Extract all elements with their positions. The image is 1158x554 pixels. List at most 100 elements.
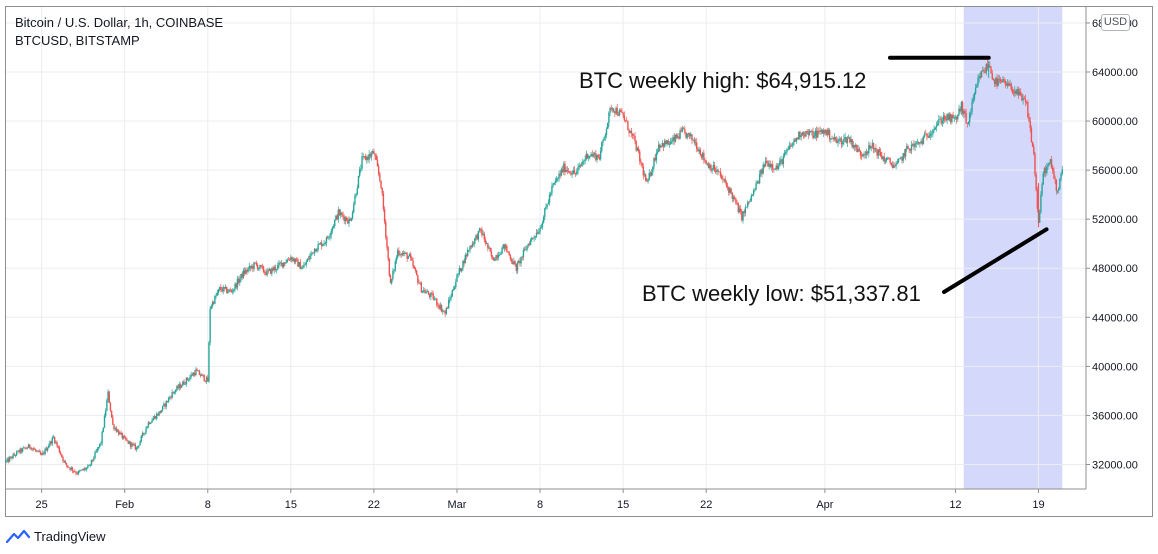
candle-body <box>21 448 24 452</box>
candle-body <box>76 473 78 475</box>
candle-body <box>622 112 624 116</box>
candle-body <box>843 138 845 143</box>
candle-body <box>972 99 974 102</box>
candle <box>115 426 118 433</box>
candle <box>518 259 520 264</box>
candle <box>364 153 367 161</box>
candle <box>185 377 188 387</box>
candle <box>373 148 375 155</box>
candle-body <box>1031 141 1034 147</box>
candle <box>1001 79 1003 84</box>
candle <box>989 61 991 68</box>
candle <box>514 260 516 267</box>
candle-body <box>706 163 709 165</box>
candle-body <box>774 169 776 170</box>
candle-body <box>362 156 364 157</box>
candle-body <box>248 266 250 269</box>
candle-body <box>859 150 862 156</box>
candle-body <box>163 403 165 406</box>
chart-subtitle: BTCUSD, BITSTAMP <box>15 33 140 48</box>
candle-body <box>865 151 868 155</box>
candle-body <box>938 119 940 124</box>
candle-body <box>553 182 556 185</box>
candle-body <box>563 163 565 173</box>
candle-body <box>840 138 843 145</box>
candle-body <box>11 456 13 459</box>
candle-body <box>925 133 927 135</box>
candle <box>152 416 154 421</box>
candle <box>555 176 558 183</box>
candle-body <box>364 156 367 161</box>
candle-body <box>24 447 26 449</box>
candle-body <box>834 137 837 140</box>
candle-body <box>204 380 207 382</box>
candle-body <box>593 153 596 155</box>
candle <box>637 145 640 154</box>
candle-body <box>476 235 478 240</box>
candle-body <box>610 108 612 110</box>
candle-body <box>468 249 470 251</box>
candle <box>239 275 241 287</box>
candle-body <box>579 165 582 167</box>
candle <box>482 230 484 236</box>
candle <box>400 253 402 258</box>
candle <box>418 279 420 284</box>
candle <box>493 257 495 261</box>
candle <box>70 466 72 471</box>
candle-body <box>851 139 853 148</box>
candle-body <box>14 455 17 457</box>
candle-body <box>361 156 363 169</box>
candle-body <box>128 441 131 444</box>
candle <box>37 450 39 453</box>
candle-body <box>300 268 303 270</box>
candle <box>968 111 971 127</box>
candle-body <box>589 156 591 157</box>
candle <box>874 147 876 153</box>
candle-body <box>64 460 67 464</box>
candle-body <box>341 212 343 215</box>
candle <box>388 257 391 277</box>
candle <box>228 288 230 293</box>
candle-body <box>833 137 836 139</box>
candle <box>609 106 611 117</box>
candle-body <box>240 273 242 279</box>
candle-body <box>776 165 779 170</box>
candle <box>177 384 179 390</box>
candle-body <box>940 118 942 124</box>
candle-body <box>283 262 285 267</box>
candle-body <box>29 444 31 448</box>
candle <box>585 150 588 161</box>
candle-body <box>469 246 471 250</box>
candle-body <box>96 448 99 452</box>
candle-body <box>407 256 410 259</box>
candle-body <box>637 148 640 152</box>
candle <box>110 410 113 419</box>
candle-body <box>235 283 237 288</box>
currency-button[interactable]: USD <box>1101 14 1130 31</box>
candle-body <box>386 237 388 248</box>
candle-body <box>985 63 988 73</box>
candle <box>1059 177 1061 191</box>
candle <box>542 215 545 224</box>
candle-body <box>732 197 735 199</box>
candle-body <box>133 444 135 446</box>
tradingview-brand[interactable]: TradingView <box>6 527 106 545</box>
candle-body <box>116 430 119 432</box>
candle-body <box>198 370 201 375</box>
candle-body <box>527 244 529 246</box>
x-tick-label: Feb <box>115 499 134 511</box>
candle <box>483 231 485 243</box>
candle-body <box>741 211 743 221</box>
candle-body <box>711 169 713 171</box>
candle <box>1003 76 1005 83</box>
candle-body <box>1048 162 1050 165</box>
candle-body <box>406 253 408 259</box>
candle-body <box>891 164 894 169</box>
candle <box>536 229 539 235</box>
candle <box>546 204 548 210</box>
candle <box>259 264 261 271</box>
candle <box>563 161 565 176</box>
candle <box>91 459 94 463</box>
candle-body <box>324 243 326 244</box>
